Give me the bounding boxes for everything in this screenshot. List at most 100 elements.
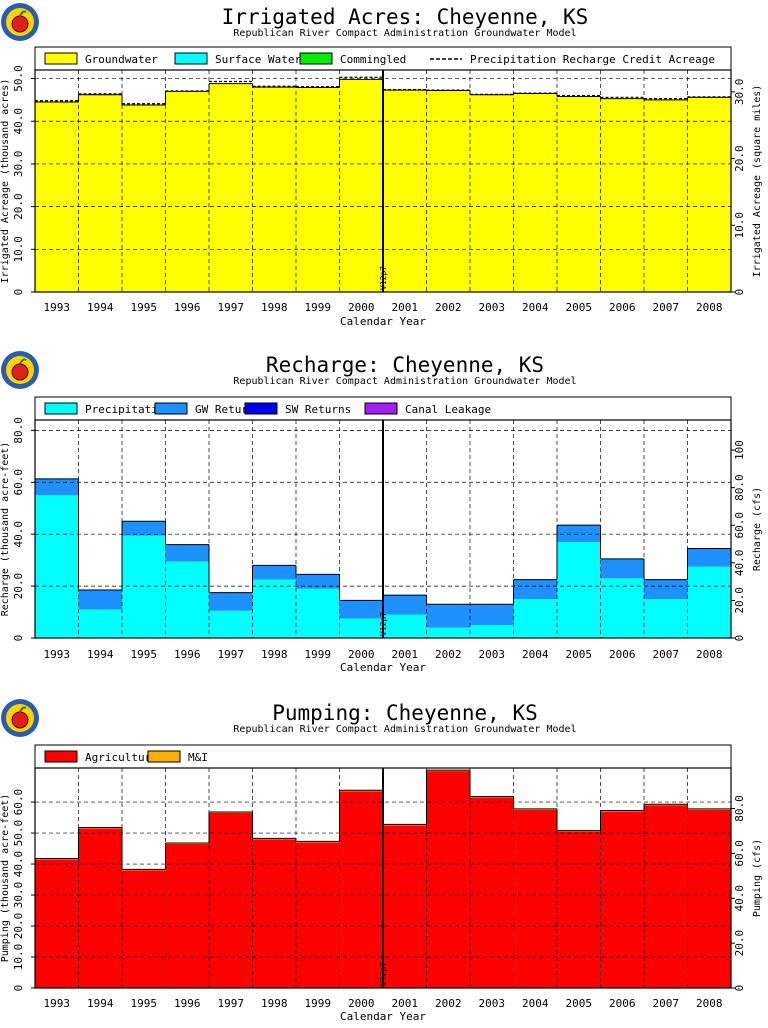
bar-agricultural-2006 [600,811,644,988]
bar-groundwater-1996 [165,91,209,292]
bar-agricultural-2002 [426,771,470,988]
bar-gw-returns-1999 [296,574,340,589]
x-tick-label: 1998 [261,648,288,661]
x-tick-label: 2003 [479,997,506,1010]
legend-swatch [147,750,181,763]
y-tick-label: 0 [12,985,25,992]
x-axis: 1993 1994 1995 1996 1997 1998 1999 2000 2001 2002… [44,997,723,1023]
x-tick-label: 2007 [653,648,680,661]
x-tick-label: 1997 [218,997,245,1010]
bar-gw-returns-2006 [600,558,644,579]
legend-swatch [44,750,78,763]
bar-precipitation-1997 [209,610,253,638]
bar-agricultural-2007 [644,805,688,988]
y-tick-label: 10.0 [12,236,25,262]
bars [35,78,731,293]
x-axis: 1993 1994 1995 1996 1997 1998 1999 2000 2001 2002… [44,648,723,674]
bar-precipitation-2006 [600,578,644,638]
y-tick-label: 40.0 [12,851,25,878]
y-right-tick-label: 40.0 [733,550,746,577]
bar-precipitation-2001 [383,614,427,638]
legend-swatch [299,52,333,65]
bar-gw-returns-1997 [209,592,253,611]
x-tick-label: 2000 [348,648,375,661]
legend-swatch [154,402,188,415]
logo-apple [11,711,29,729]
x-tick-label: 2006 [609,997,636,1010]
x-tick-label: 1995 [131,648,158,661]
bar-groundwater-2003 [470,94,514,292]
y-tick-label: 60.0 [12,789,25,816]
y-right-tick-label: 80.0 [733,474,746,501]
bar-groundwater-2001 [383,90,427,292]
x-tick-label: 1993 [44,648,71,661]
x-axis: 1993 1994 1995 1996 1997 1998 1999 2000 2001 2002… [44,301,723,328]
x-tick-label: 2007 [653,997,680,1010]
y-axis-title: Irrigated Acreage (thousand acres) [0,79,11,284]
x-axis-title: Calendar Year [340,1010,426,1023]
x-tick-label: 2004 [522,648,549,661]
logo-leaf [19,706,27,713]
bar-gw-returns-1996 [165,544,209,562]
x-tick-label: 2006 [609,301,636,314]
y-axis-right: 0 20.0 40.0 60.0 80.0 100 Recharge (cfs) [731,440,763,641]
x-tick-label: 1999 [305,648,332,661]
bar-agricultural-1998 [252,839,296,988]
y-right-tick-label: 30.0 [733,79,746,106]
model-version-label: V12p7 [379,962,388,986]
chart-subtitle: Republican River Compact Administration … [233,376,576,387]
y-right-tick-label: 20.0 [733,587,746,614]
legend-swatch [244,402,278,415]
chart-subtitle: Republican River Compact Administration … [233,724,576,735]
chart-title: Pumping: Cheyenne, KS [272,701,538,725]
legend-label: Agricultural [85,751,164,764]
bar-groundwater-2005 [557,96,601,292]
bar-gw-returns-2007 [644,579,688,600]
bar-agricultural-1994 [78,828,122,988]
y-right-axis-title: Pumping (cfs) [752,839,763,917]
bar-gw-returns-2002 [426,604,470,628]
x-tick-label: 2006 [609,648,636,661]
legend-swatch [364,402,398,415]
legend-label: M&I [188,751,208,764]
chart-legend: Agricultural M&I [34,744,732,769]
recharge-panel: Recharge: Cheyenne, KS Republican River C… [0,348,768,688]
bar-agricultural-1995 [122,870,166,988]
bar-gw-returns-1994 [78,589,122,610]
x-tick-label: 2001 [392,648,419,661]
x-tick-label: 2000 [348,301,375,314]
x-tick-label: 1998 [261,997,288,1010]
y-axis-right: 0 10.0 20.0 30.0 Irrigated Acreage (square m… [731,79,763,295]
bar-precipitation-1995 [122,535,166,638]
y-tick-label: 10.0 [12,944,25,971]
legend-label: Precipitation [85,403,171,416]
grid [35,70,731,292]
bar-agricultural-1997 [209,812,253,988]
bar-precipitation-2004 [513,599,557,638]
legend-label: Precipitation Recharge Credit Acreage [470,53,715,66]
y-tick-label: 20.0 [12,573,25,600]
x-axis-title: Calendar Year [340,661,426,674]
bar-gw-returns-2003 [470,604,514,626]
legend-label: SW Returns [285,403,351,416]
y-tick-label: 30.0 [12,882,25,909]
legend-label: Groundwater [85,53,158,66]
bar-groundwater-2007 [644,99,688,292]
x-tick-label: 1996 [174,301,201,314]
x-tick-label: 2008 [696,301,723,314]
x-tick-label: 1994 [87,301,114,314]
x-tick-label: 2002 [435,648,462,661]
x-tick-label: 1994 [87,997,114,1010]
x-tick-label: 1999 [305,301,332,314]
x-tick-label: 2003 [479,301,506,314]
x-tick-label: 2002 [435,997,462,1010]
y-right-tick-label: 80.0 [733,795,746,822]
x-tick-label: 1995 [131,301,158,314]
y-tick-label: 20.0 [12,913,25,940]
y-right-tick-label: 20.0 [733,145,746,172]
x-tick-label: 2002 [435,301,462,314]
chart-legend: Groundwater Surface Water Commingled Precip… [34,46,732,71]
y-right-tick-label: 0 [733,635,746,642]
